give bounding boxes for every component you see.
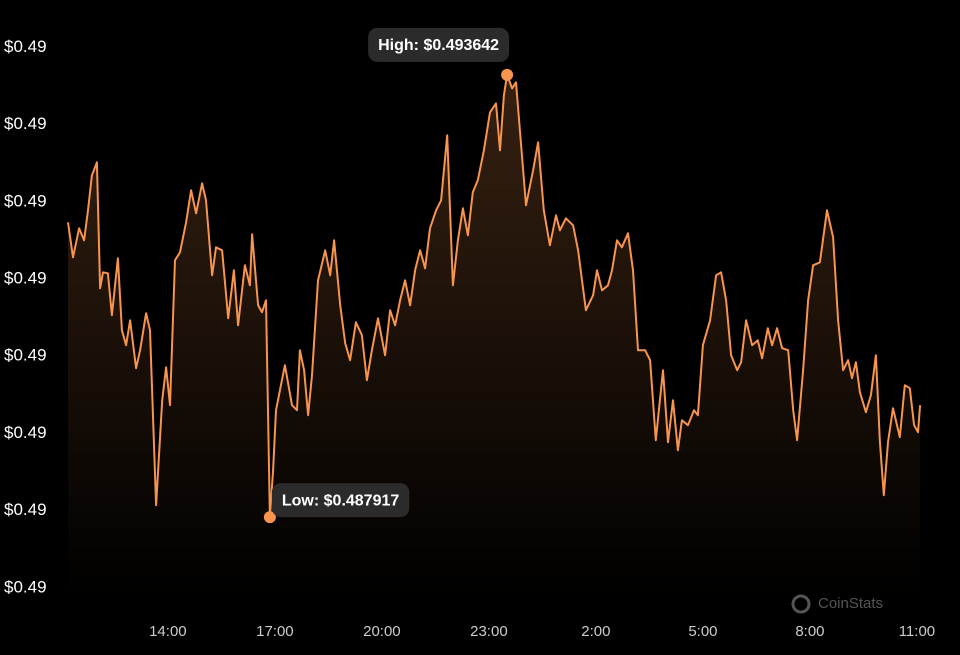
y-tick-label: $0.49 xyxy=(4,268,47,287)
x-tick-label: 23:00 xyxy=(470,623,508,640)
y-tick-label: $0.49 xyxy=(4,37,47,56)
label-text: Low: $0.487917 xyxy=(282,492,400,509)
area xyxy=(68,74,921,600)
x-tick-label: 5:00 xyxy=(688,623,717,640)
label-box xyxy=(368,27,510,62)
x-tick-label: 14:00 xyxy=(149,623,187,640)
x-tick-label: 17:00 xyxy=(256,623,294,640)
x-tick-label: 2:00 xyxy=(581,623,610,640)
y-tick-label: $0.49 xyxy=(4,114,47,133)
low-label: Low: $0.487917 xyxy=(271,483,410,518)
x-tick-label: 8:00 xyxy=(795,623,824,640)
y-tick-label: $0.49 xyxy=(4,191,47,210)
x-tick-label: 20:00 xyxy=(363,623,401,640)
price-line xyxy=(67,73,922,519)
y-tick-label: $0.49 xyxy=(4,500,47,519)
y-tick-label: $0.49 xyxy=(4,423,47,442)
label-box xyxy=(271,483,410,518)
high-marker xyxy=(501,68,514,81)
label-text: High: $0.493642 xyxy=(378,37,499,54)
low-marker xyxy=(263,511,276,524)
x-tick-label: 11:00 xyxy=(899,623,935,640)
y-tick-label: $0.49 xyxy=(4,577,47,596)
y-tick-label: $0.49 xyxy=(4,346,47,365)
high-label: High: $0.493642 xyxy=(368,27,510,62)
